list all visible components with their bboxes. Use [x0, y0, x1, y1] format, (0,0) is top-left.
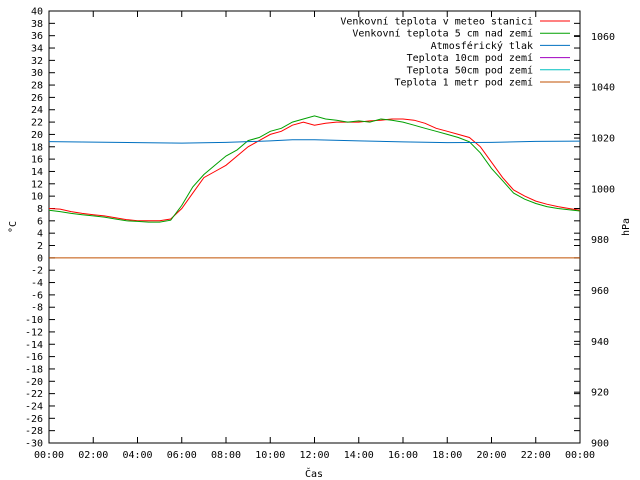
x-tick-label: 20:00 — [476, 450, 506, 461]
x-tick-label: 06:00 — [167, 450, 197, 461]
y-tick-label: 20 — [31, 130, 43, 141]
legend-label: Venkovní teplota v meteo stanici — [340, 16, 533, 28]
y2-axis-title: hPa — [621, 218, 632, 236]
y-tick-label: -16 — [25, 352, 43, 363]
x-tick-label: 08:00 — [211, 450, 241, 461]
y-tick-label: 16 — [31, 155, 43, 166]
y-tick-label: 32 — [31, 56, 43, 67]
y2-tick-label: 900 — [591, 439, 609, 450]
x-tick-label: 02:00 — [78, 450, 108, 461]
y-tick-label: 30 — [31, 68, 43, 79]
y-tick-label: -14 — [25, 340, 43, 351]
y-tick-label: -2 — [31, 266, 43, 277]
y-axis-title: °C — [8, 221, 19, 233]
x-axis-title: Čas — [305, 467, 323, 480]
y-tick-label: -8 — [31, 303, 43, 314]
y-tick-label: 4 — [37, 229, 43, 240]
y-tick-label: -26 — [25, 414, 43, 425]
legend-label: Teplota 10cm pod zemí — [407, 52, 533, 64]
y-tick-label: -10 — [25, 315, 43, 326]
y-tick-label: -12 — [25, 327, 43, 338]
legend-label: Teplota 50cm pod zemí — [407, 64, 533, 76]
y-tick-label: -30 — [25, 439, 43, 450]
x-tick-label: 12:00 — [299, 450, 329, 461]
y-tick-label: -24 — [25, 401, 43, 412]
y-tick-label: 18 — [31, 142, 43, 153]
y-tick-label: -6 — [31, 290, 43, 301]
series-layer — [48, 115, 581, 259]
y-tick-label: 0 — [37, 253, 43, 264]
y-tick-label: 38 — [31, 19, 43, 30]
x-tick-label: 00:00 — [34, 450, 64, 461]
y-tick-label: 12 — [31, 179, 43, 190]
y-tick-label: 6 — [37, 216, 43, 227]
y2-tick-label: 1040 — [591, 83, 615, 94]
series-line-2 — [48, 139, 581, 144]
y-tick-label: 22 — [31, 118, 43, 129]
y-tick-label: -22 — [25, 389, 43, 400]
y-tick-label: 34 — [31, 44, 43, 55]
y2-tick-label: 960 — [591, 286, 609, 297]
y-tick-label: 14 — [31, 167, 43, 178]
x-tick-label: 16:00 — [388, 450, 418, 461]
y-tick-label: -28 — [25, 426, 43, 437]
y-tick-label: 10 — [31, 192, 43, 203]
legend: Venkovní teplota v meteo staniciVenkovní… — [340, 16, 570, 89]
right-axis: 1060 1040 1020 1000 980 960 940 920 900 — [574, 32, 615, 450]
x-tick-label: 00:00 — [565, 450, 595, 461]
x-tick-label: 22:00 — [521, 450, 551, 461]
y-tick-label: 28 — [31, 81, 43, 92]
y-tick-label: -18 — [25, 364, 43, 375]
y-tick-label: 40 — [31, 7, 43, 18]
y2-tick-label: 1000 — [591, 184, 615, 195]
series-line-1 — [48, 115, 581, 223]
x-tick-label: 14:00 — [344, 450, 374, 461]
y2-tick-label: 1060 — [591, 32, 615, 43]
y-tick-label: -20 — [25, 377, 43, 388]
y-tick-label: 24 — [31, 105, 43, 116]
legend-label: Venkovní teplota 5 cm nad zemí — [352, 28, 533, 40]
left-axis: 4038363432302826242220181614121086420-2-… — [25, 7, 580, 450]
x-tick-label: 04:00 — [122, 450, 152, 461]
y2-tick-label: 1020 — [591, 134, 615, 145]
y-tick-label: -4 — [31, 278, 43, 289]
y-tick-label: 26 — [31, 93, 43, 104]
y2-tick-label: 920 — [591, 388, 609, 399]
x-tick-label: 18:00 — [432, 450, 462, 461]
y-tick-label: 8 — [37, 204, 43, 215]
y-tick-label: 36 — [31, 31, 43, 42]
legend-label: Teplota 1 metr pod zemí — [395, 77, 533, 89]
y2-tick-label: 940 — [591, 337, 609, 348]
bottom-axis: 00:00 02:00 04:00 06:00 08:00 10:00 12:00 14:00… — [34, 11, 595, 461]
y-tick-label: 2 — [37, 241, 43, 252]
legend-label: Atmosférický tlak — [431, 40, 533, 52]
series-line-0 — [48, 118, 581, 222]
y2-tick-label: 980 — [591, 235, 609, 246]
x-tick-label: 10:00 — [255, 450, 285, 461]
